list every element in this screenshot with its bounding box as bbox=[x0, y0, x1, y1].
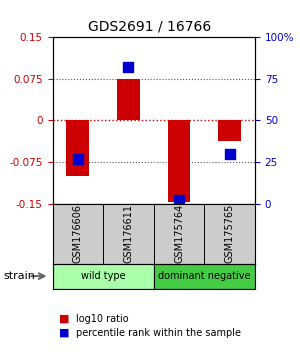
Text: percentile rank within the sample: percentile rank within the sample bbox=[76, 328, 242, 338]
Bar bbox=[218, 120, 241, 142]
Text: GSM175764: GSM175764 bbox=[174, 204, 184, 263]
Bar bbox=[66, 120, 89, 176]
Text: GSM176611: GSM176611 bbox=[123, 204, 134, 263]
Text: wild type: wild type bbox=[81, 271, 125, 281]
Text: GDS2691 / 16766: GDS2691 / 16766 bbox=[88, 19, 212, 34]
Bar bbox=[52, 264, 154, 289]
Text: log10 ratio: log10 ratio bbox=[76, 314, 129, 324]
Bar bbox=[168, 120, 190, 202]
Point bbox=[126, 64, 131, 70]
Point bbox=[177, 198, 182, 203]
Point bbox=[75, 156, 80, 161]
Text: dominant negative: dominant negative bbox=[158, 271, 250, 281]
Text: GSM175765: GSM175765 bbox=[225, 204, 235, 263]
Text: ■: ■ bbox=[58, 314, 69, 324]
Text: strain: strain bbox=[3, 271, 35, 281]
Point bbox=[227, 151, 232, 156]
Bar bbox=[154, 264, 255, 289]
Text: ■: ■ bbox=[58, 328, 69, 338]
Text: GSM176606: GSM176606 bbox=[73, 204, 83, 263]
Bar bbox=[117, 79, 140, 120]
